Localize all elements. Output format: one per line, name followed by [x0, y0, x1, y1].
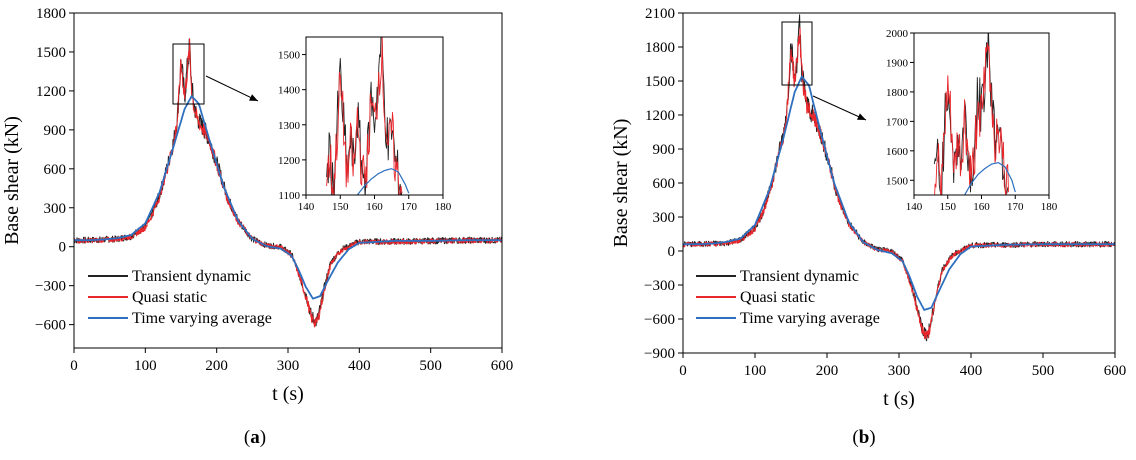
x-tick-label: 300	[277, 358, 300, 374]
inset-x-tick-label: 150	[940, 201, 957, 213]
y-axis-label: Base shear (kN)	[610, 119, 632, 248]
y-tick-label: 1200	[36, 84, 66, 100]
y-tick-label: 300	[653, 210, 676, 226]
panel-label: (a)	[244, 427, 266, 448]
x-axis-label: t (s)	[272, 383, 304, 405]
inset-series-line-time-varying-average	[356, 168, 410, 195]
y-tick-label: −600	[644, 312, 675, 328]
inset-y-tick-label: 1500	[278, 50, 301, 62]
y-tick-label: 1800	[645, 40, 675, 56]
inset-y-tick-label: 1300	[278, 120, 301, 132]
x-tick-label: 200	[205, 358, 228, 374]
inset-chart: 140 150 160 170 180 1500 1600 1700 1800 1900 2000	[886, 28, 1058, 213]
inset-x-tick-label: 170	[1007, 201, 1024, 213]
legend: Transient dynamic Quasi static Time varyin…	[696, 268, 880, 327]
series-line-time-varying-average	[683, 75, 1115, 311]
inset-y-tick-label: 1600	[886, 146, 909, 158]
inset-y-tick-label: 1100	[278, 190, 300, 202]
series-group	[74, 38, 502, 328]
legend-label: Time varying average	[740, 310, 880, 327]
inset-series-line-quasi-static	[326, 37, 403, 195]
inset-series-line-quasi-static	[934, 43, 1009, 195]
x-tick-label: 500	[419, 358, 442, 374]
y-tick-label: 1800	[36, 6, 66, 22]
inset-x-tick-label: 140	[906, 201, 923, 213]
legend-label: Time varying average	[132, 310, 272, 327]
x-tick-label: 400	[960, 363, 983, 379]
y-tick-label: 300	[44, 201, 67, 217]
y-tick-label: 0	[59, 240, 67, 256]
inset-series-line-time-varying-average	[964, 161, 1016, 195]
inset-y-tick-label: 1900	[886, 57, 909, 69]
y-tick-label: 1200	[645, 108, 675, 124]
y-axis-label: Base shear (kN)	[1, 116, 23, 245]
inset-series-group	[933, 33, 1016, 195]
chart-panel-b: 0 100 200 300 400 500 600 −900 −600 −300 0 300 600 90…	[610, 6, 1126, 448]
legend: Transient dynamic Quasi static Time varyin…	[88, 268, 272, 327]
y-tick-label: 1500	[645, 74, 675, 90]
inset-x-tick-label: 160	[366, 201, 383, 213]
x-tick-label: 300	[888, 363, 911, 379]
y-tick-label: 2100	[645, 6, 675, 22]
inset-series-group	[326, 37, 410, 195]
inset-y-tick-label: 1200	[278, 155, 301, 167]
x-tick-label: 600	[491, 358, 514, 374]
inset-x-tick-label: 180	[1041, 201, 1058, 213]
y-tick-label: −600	[35, 318, 66, 334]
zoom-region-box	[172, 43, 205, 105]
inset-x-tick-label: 140	[298, 201, 315, 213]
legend-label: Quasi static	[740, 289, 815, 306]
x-tick-label: 0	[679, 363, 687, 379]
inset-y-tick-label: 1400	[278, 85, 301, 97]
inset-x-tick-label: 150	[332, 201, 349, 213]
y-tick-label: 900	[44, 123, 67, 139]
y-tick-label: −900	[644, 346, 675, 362]
inset-y-tick-label: 2000	[886, 28, 909, 40]
inset-y-tick-label: 1500	[886, 175, 909, 187]
legend-label: Transient dynamic	[740, 268, 859, 285]
x-tick-label: 600	[1104, 363, 1127, 379]
series-line-time-varying-average	[74, 95, 502, 300]
inset-x-tick-label: 160	[973, 201, 990, 213]
inset-chart: 140 150 160 170 180 1100 1200 1300 1400 1500	[278, 36, 452, 213]
inset-x-tick-label: 180	[435, 201, 452, 213]
panel-label: (b)	[852, 427, 875, 448]
legend-label: Quasi static	[132, 289, 207, 306]
y-tick-label: 1500	[36, 45, 66, 61]
inset-y-tick-label: 1800	[886, 87, 909, 99]
x-tick-label: 400	[348, 358, 371, 374]
x-tick-label: 500	[1032, 363, 1055, 379]
y-tick-label: 0	[668, 244, 676, 260]
x-tick-label: 100	[134, 358, 157, 374]
y-tick-label: −300	[35, 279, 66, 295]
zoom-arrow	[205, 75, 259, 102]
x-tick-label: 200	[816, 363, 839, 379]
series-group	[683, 14, 1115, 342]
legend-label: Transient dynamic	[132, 268, 251, 285]
x-tick-label: 100	[744, 363, 767, 379]
zoom-region-box	[781, 21, 813, 86]
zoom-arrowhead	[249, 94, 258, 101]
x-tick-label: 0	[70, 358, 78, 374]
y-tick-label: 600	[44, 162, 67, 178]
y-tick-label: 600	[653, 176, 676, 192]
zoom-arrowhead	[857, 113, 866, 120]
inset-x-tick-label: 170	[401, 201, 418, 213]
inset-y-tick-label: 1700	[886, 116, 909, 128]
zoom-arrow	[812, 95, 867, 121]
x-axis-label: t (s)	[883, 388, 915, 410]
y-tick-label: 900	[653, 142, 676, 158]
chart-panel-a: 0 100 200 300 400 500 600 −600 −300 0 300 600 900 120…	[1, 6, 513, 448]
y-tick-label: −300	[644, 278, 675, 294]
